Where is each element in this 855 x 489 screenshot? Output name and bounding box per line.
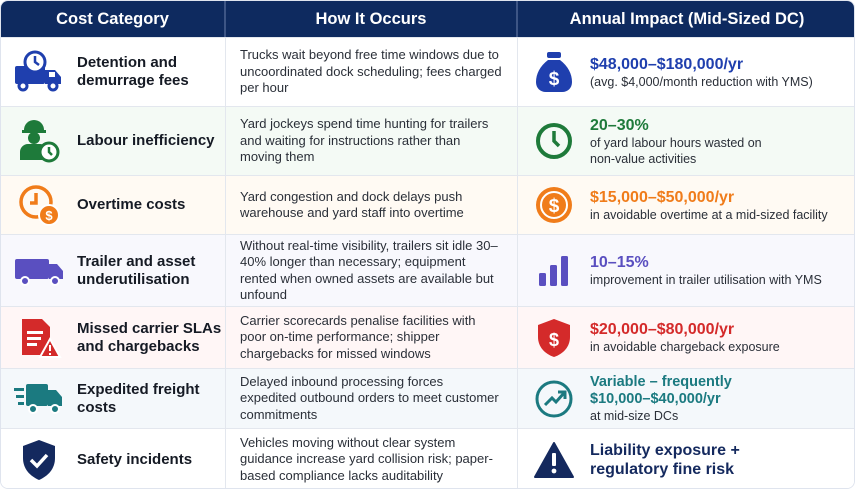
fast-truck-icon	[13, 373, 65, 425]
document-warning-icon	[13, 312, 65, 364]
impact-note: (avg. $4,000/month reduction with YMS)	[590, 74, 813, 89]
table-header: Cost Category How It Occurs Annual Impac…	[1, 1, 854, 37]
table-row: Detention and demurrage fees Trucks wait…	[1, 37, 854, 106]
money-bag-icon: $	[532, 50, 576, 94]
impact-value: $48,000–$180,000/yr	[590, 55, 744, 73]
how-it-occurs-text: Without real-time visibility, trailers s…	[240, 237, 498, 303]
category-cell: Expedited freight costs	[1, 369, 226, 428]
impact-value: 20–30%	[590, 116, 649, 134]
category-cell: Trailer and asset underutilisation	[1, 235, 226, 306]
dollar-coin-icon: $	[532, 183, 576, 227]
annual-impact-cell: Variable – frequently $10,000–$40,000/yr…	[518, 369, 854, 428]
svg-text:$: $	[45, 208, 53, 223]
category-cell: Detention and demurrage fees	[1, 38, 226, 106]
category-label: Expedited freight costs	[77, 380, 200, 416]
category-label: Safety incidents	[77, 450, 193, 468]
annual-impact-cell: 10–15% improvement in trailer utilisatio…	[518, 235, 854, 306]
annual-impact-cell: $ $15,000–$50,000/yr in avoidable overti…	[518, 176, 854, 234]
how-it-occurs-text: Yard congestion and dock delays push war…	[240, 188, 464, 221]
impact-note: at mid-size DCs	[590, 408, 679, 423]
how-it-occurs-text: Yard jockeys spend time hunting for trai…	[240, 116, 489, 165]
impact-note: in avoidable overtime at a mid-sized fac…	[590, 207, 828, 222]
impact-note: improvement in trailer utilisation with …	[590, 273, 822, 287]
annual-impact-cell: 20–30% of yard labour hours wasted on no…	[518, 107, 854, 175]
category-cell: Labour inefficiency	[1, 107, 226, 175]
category-label: Overtime costs	[77, 196, 186, 213]
table-row: Labour inefficiency Yard jockeys spend t…	[1, 106, 854, 175]
category-cell: Safety incidents	[1, 429, 226, 488]
how-it-occurs-cell: Yard jockeys spend time hunting for trai…	[226, 107, 518, 175]
truck-clock-icon	[13, 46, 65, 98]
bar-chart-icon	[532, 249, 576, 293]
how-it-occurs-cell: Yard congestion and dock delays push war…	[226, 176, 518, 234]
table-row: $ Overtime costs Yard congestion and doc…	[1, 175, 854, 234]
trailer-icon	[13, 245, 65, 297]
impact-value: Variable – frequently $10,000–$40,000/yr	[590, 373, 732, 407]
table-row: Missed carrier SLAs and chargebacks Carr…	[1, 306, 854, 368]
category-cell: Missed carrier SLAs and chargebacks	[1, 307, 226, 368]
impact-value: Liability exposure + regulatory fine ris…	[590, 441, 740, 478]
how-it-occurs-text: Trucks wait beyond free time windows due…	[240, 47, 502, 96]
how-it-occurs-cell: Vehicles moving without clear system gui…	[226, 429, 518, 488]
how-it-occurs-cell: Delayed inbound processing forces expedi…	[226, 369, 518, 428]
shield-dollar-icon: $	[532, 316, 576, 360]
how-it-occurs-cell: Without real-time visibility, trailers s…	[226, 235, 518, 306]
table-row: Trailer and asset underutilisation Witho…	[1, 234, 854, 306]
impact-value: 10–15%	[590, 254, 649, 271]
svg-text:$: $	[549, 196, 560, 217]
table-row: Safety incidents Vehicles moving without…	[1, 428, 854, 488]
how-it-occurs-cell: Trucks wait beyond free time windows due…	[226, 38, 518, 106]
category-label: Labour inefficiency	[77, 132, 215, 149]
svg-text:$: $	[549, 69, 560, 90]
annual-impact-cell: $ $48,000–$180,000/yr (avg. $4,000/month…	[518, 38, 854, 106]
clock-dollar-icon: $	[13, 179, 65, 231]
header-how-it-occurs: How It Occurs	[226, 1, 518, 37]
how-it-occurs-text: Vehicles moving without clear system gui…	[240, 434, 493, 483]
impact-value: $15,000–$50,000/yr	[590, 188, 735, 206]
category-cell: $ Overtime costs	[1, 176, 226, 234]
how-it-occurs-text: Carrier scorecards penalise facilities w…	[240, 312, 476, 361]
impact-note: in avoidable chargeback exposure	[590, 340, 780, 354]
category-label: Detention and demurrage fees	[77, 54, 189, 89]
clock-icon	[532, 119, 576, 163]
warning-icon	[532, 438, 576, 482]
annual-impact-cell: Liability exposure + regulatory fine ris…	[518, 429, 854, 488]
table-row: Expedited freight costs Delayed inbound …	[1, 368, 854, 428]
header-cost-category: Cost Category	[1, 1, 226, 37]
worker-clock-icon	[13, 115, 65, 167]
annual-impact-cell: $ $20,000–$80,000/yr in avoidable charge…	[518, 307, 854, 368]
how-it-occurs-cell: Carrier scorecards penalise facilities w…	[226, 307, 518, 368]
trend-up-icon	[532, 377, 576, 421]
category-label: Trailer and asset underutilisation	[77, 252, 196, 288]
svg-text:$: $	[549, 330, 559, 350]
how-it-occurs-text: Delayed inbound processing forces expedi…	[240, 373, 499, 422]
shield-check-icon	[13, 434, 65, 486]
header-annual-impact: Annual Impact (Mid-Sized DC)	[569, 9, 805, 28]
category-label: Missed carrier SLAs and chargebacks	[77, 319, 222, 355]
impact-value: $20,000–$80,000/yr	[590, 321, 735, 338]
impact-note: of yard labour hours wasted on non-value…	[590, 135, 762, 166]
